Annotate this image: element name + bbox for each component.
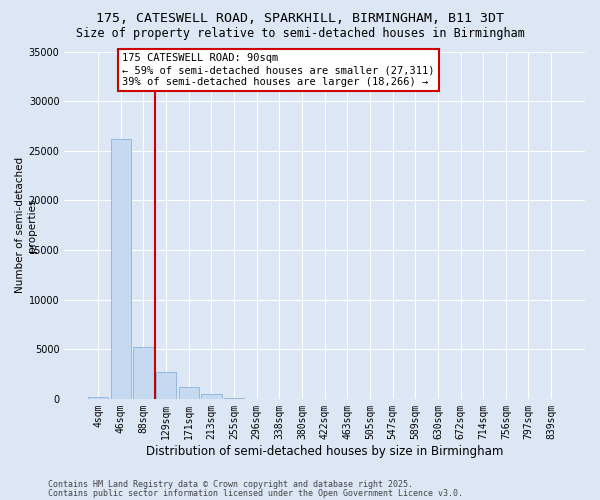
Bar — [179, 387, 199, 399]
Text: Contains HM Land Registry data © Crown copyright and database right 2025.: Contains HM Land Registry data © Crown c… — [48, 480, 413, 489]
Bar — [201, 394, 221, 399]
Bar — [110, 139, 131, 399]
Bar — [156, 372, 176, 399]
Text: Size of property relative to semi-detached houses in Birmingham: Size of property relative to semi-detach… — [76, 28, 524, 40]
X-axis label: Distribution of semi-detached houses by size in Birmingham: Distribution of semi-detached houses by … — [146, 444, 503, 458]
Bar — [88, 397, 109, 399]
Text: 175 CATESWELL ROAD: 90sqm
← 59% of semi-detached houses are smaller (27,311)
39%: 175 CATESWELL ROAD: 90sqm ← 59% of semi-… — [122, 54, 434, 86]
Bar — [133, 347, 154, 399]
Text: 175, CATESWELL ROAD, SPARKHILL, BIRMINGHAM, B11 3DT: 175, CATESWELL ROAD, SPARKHILL, BIRMINGH… — [96, 12, 504, 26]
Y-axis label: Number of semi-detached
properties: Number of semi-detached properties — [15, 157, 37, 293]
Text: Contains public sector information licensed under the Open Government Licence v3: Contains public sector information licen… — [48, 488, 463, 498]
